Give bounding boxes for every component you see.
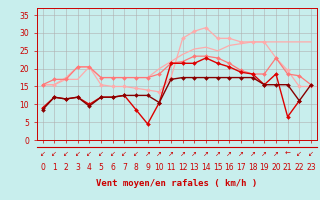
Text: 5: 5 [99,164,103,172]
Text: 21: 21 [283,164,292,172]
Text: ↗: ↗ [180,151,186,157]
Text: Vent moyen/en rafales ( km/h ): Vent moyen/en rafales ( km/h ) [96,180,257,188]
Text: 16: 16 [225,164,234,172]
Text: 15: 15 [213,164,222,172]
Text: 6: 6 [110,164,115,172]
Text: ↙: ↙ [40,151,45,157]
Text: 7: 7 [122,164,127,172]
Text: 14: 14 [201,164,211,172]
Text: 18: 18 [248,164,257,172]
Text: 17: 17 [236,164,246,172]
Text: ↗: ↗ [238,151,244,157]
Text: ←: ← [285,151,291,157]
Text: 13: 13 [189,164,199,172]
Text: ↙: ↙ [86,151,92,157]
Text: ↗: ↗ [261,151,267,157]
Text: ↙: ↙ [121,151,127,157]
Text: 11: 11 [166,164,176,172]
Text: 3: 3 [75,164,80,172]
Text: 4: 4 [87,164,92,172]
Text: 23: 23 [306,164,316,172]
Text: 12: 12 [178,164,188,172]
Text: 22: 22 [294,164,304,172]
Text: ↙: ↙ [110,151,116,157]
Text: ↗: ↗ [226,151,232,157]
Text: ↗: ↗ [250,151,256,157]
Text: 19: 19 [260,164,269,172]
Text: ↙: ↙ [52,151,57,157]
Text: 0: 0 [40,164,45,172]
Text: 8: 8 [133,164,138,172]
Text: ↗: ↗ [191,151,197,157]
Text: 10: 10 [155,164,164,172]
Text: ↙: ↙ [98,151,104,157]
Text: ↗: ↗ [215,151,220,157]
Text: ↗: ↗ [145,151,151,157]
Text: 20: 20 [271,164,281,172]
Text: ↗: ↗ [273,151,279,157]
Text: ↙: ↙ [75,151,81,157]
Text: ↙: ↙ [63,151,69,157]
Text: 9: 9 [145,164,150,172]
Text: ↙: ↙ [296,151,302,157]
Text: ↗: ↗ [156,151,162,157]
Text: 2: 2 [64,164,68,172]
Text: 1: 1 [52,164,57,172]
Text: ↙: ↙ [308,151,314,157]
Text: ↗: ↗ [168,151,174,157]
Text: ↙: ↙ [133,151,139,157]
Text: ↗: ↗ [203,151,209,157]
